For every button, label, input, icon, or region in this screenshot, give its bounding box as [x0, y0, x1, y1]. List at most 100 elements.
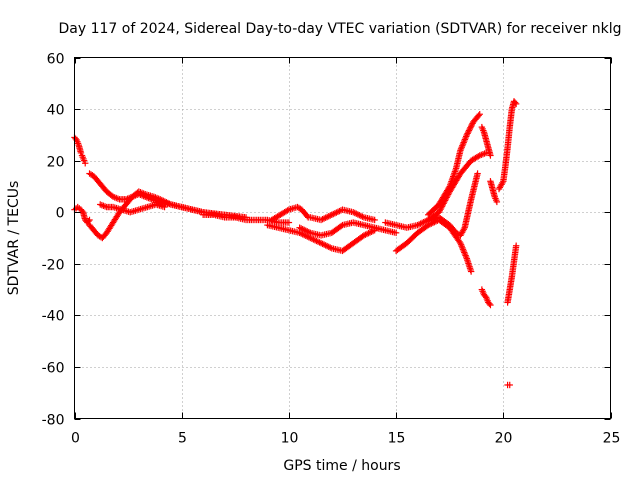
- y-axis-label: SDTVAR / TECUs: [6, 181, 22, 296]
- tick-labels: 0 5 10 15 20 25 -80 -60 -40 -20 0 20 40 60: [42, 52, 621, 447]
- trail-mark: [444, 191, 452, 198]
- trail-mark: [365, 230, 372, 237]
- y-tick-label: 60: [47, 52, 65, 68]
- trail-mark: [362, 231, 369, 238]
- trail-mark: [327, 244, 334, 251]
- data-point: [467, 268, 475, 275]
- trail-mark: [468, 121, 476, 129]
- y-tick-label: -40: [42, 309, 65, 325]
- trail-mark: [310, 236, 317, 243]
- trail-mark: [417, 220, 424, 227]
- data-points: [71, 98, 520, 389]
- trail-mark: [303, 212, 311, 220]
- y-tick-label: 40: [47, 103, 65, 119]
- trail-mark: [322, 242, 329, 249]
- data-point: [371, 216, 378, 224]
- plot-frame: [74, 57, 611, 419]
- trail-mark: [418, 219, 426, 227]
- trail-mark: [320, 215, 328, 222]
- trail-mark: [466, 125, 473, 133]
- trail-mark: [356, 211, 363, 219]
- trail-mark: [444, 192, 451, 200]
- trail-mark: [438, 203, 446, 210]
- trail-mark: [331, 210, 339, 217]
- x-tick-label: 20: [495, 431, 513, 447]
- trail-mark: [325, 243, 332, 251]
- data-point: [360, 232, 368, 239]
- trail-mark: [439, 201, 447, 209]
- trail-mark: [314, 238, 322, 245]
- trail-mark: [420, 218, 427, 226]
- data-point: [463, 131, 471, 139]
- y-tick-label: 0: [56, 206, 65, 222]
- trail-mark: [313, 237, 320, 245]
- x-tick-label: 25: [603, 431, 621, 447]
- trail-mark: [333, 209, 340, 216]
- trail-mark: [316, 239, 323, 246]
- trail-mark: [297, 225, 305, 232]
- y-tick-label: -60: [42, 361, 65, 377]
- trail-mark: [441, 198, 448, 206]
- trail-mark: [467, 124, 474, 131]
- trail-mark: [78, 207, 86, 215]
- trail-mark: [441, 197, 449, 204]
- trail-mark: [163, 199, 170, 206]
- trail-mark: [357, 212, 365, 220]
- trail-mark: [323, 213, 331, 221]
- trail-mark: [354, 211, 362, 218]
- x-tick-label: 0: [71, 431, 80, 447]
- data-point: [161, 203, 168, 211]
- data-point: [414, 221, 421, 229]
- data-point: [317, 239, 325, 247]
- trail-mark: [284, 207, 291, 214]
- trail-mark: [302, 227, 309, 234]
- trail-mark: [304, 228, 311, 235]
- trail-mark: [475, 112, 482, 119]
- trail-mark: [166, 200, 173, 207]
- trail-mark: [160, 197, 167, 204]
- trail-mark: [465, 128, 472, 136]
- trail-mark: [366, 229, 374, 236]
- trail-mark: [440, 200, 447, 207]
- trail-mark: [429, 219, 437, 227]
- trail-mark: [436, 207, 443, 214]
- data-point: [82, 160, 89, 167]
- data-point: [512, 100, 520, 108]
- trail-mark: [337, 222, 345, 230]
- data-point: [493, 198, 501, 206]
- data-point: [512, 242, 520, 249]
- data-point: [350, 209, 357, 216]
- trail-mark: [311, 237, 319, 244]
- trail-mark: [467, 123, 475, 130]
- trail-mark: [336, 207, 343, 215]
- trail-mark: [363, 230, 371, 238]
- data-point: [157, 196, 164, 203]
- trail-mark: [359, 213, 366, 220]
- trail-mark: [421, 218, 429, 225]
- data-point: [474, 170, 481, 177]
- trail-mark: [164, 199, 172, 207]
- trail-mark: [322, 214, 329, 221]
- y-tick-label: 20: [47, 155, 65, 171]
- trail-mark: [437, 206, 444, 213]
- data-point: [476, 111, 483, 118]
- trail-mark: [330, 210, 337, 218]
- trail-mark: [465, 127, 473, 134]
- trail-mark: [438, 204, 445, 211]
- trail-mark: [353, 210, 360, 217]
- x-tick-label: 5: [178, 431, 187, 447]
- trail-mark: [443, 194, 450, 201]
- data-point: [296, 224, 303, 231]
- trail-mark: [323, 242, 331, 250]
- trail-mark: [161, 198, 169, 205]
- y-tick-label: -20: [42, 258, 65, 274]
- data-point: [285, 219, 293, 226]
- trail-mark: [351, 209, 358, 217]
- trail-mark: [442, 195, 450, 203]
- trail-mark: [325, 213, 332, 220]
- chart-title: Day 117 of 2024, Sidereal Day-to-day VTE…: [59, 21, 622, 37]
- data-point: [487, 301, 494, 309]
- trail-mark: [511, 99, 519, 106]
- x-axis-label: GPS time / hours: [283, 458, 400, 474]
- trail-mark: [85, 218, 92, 225]
